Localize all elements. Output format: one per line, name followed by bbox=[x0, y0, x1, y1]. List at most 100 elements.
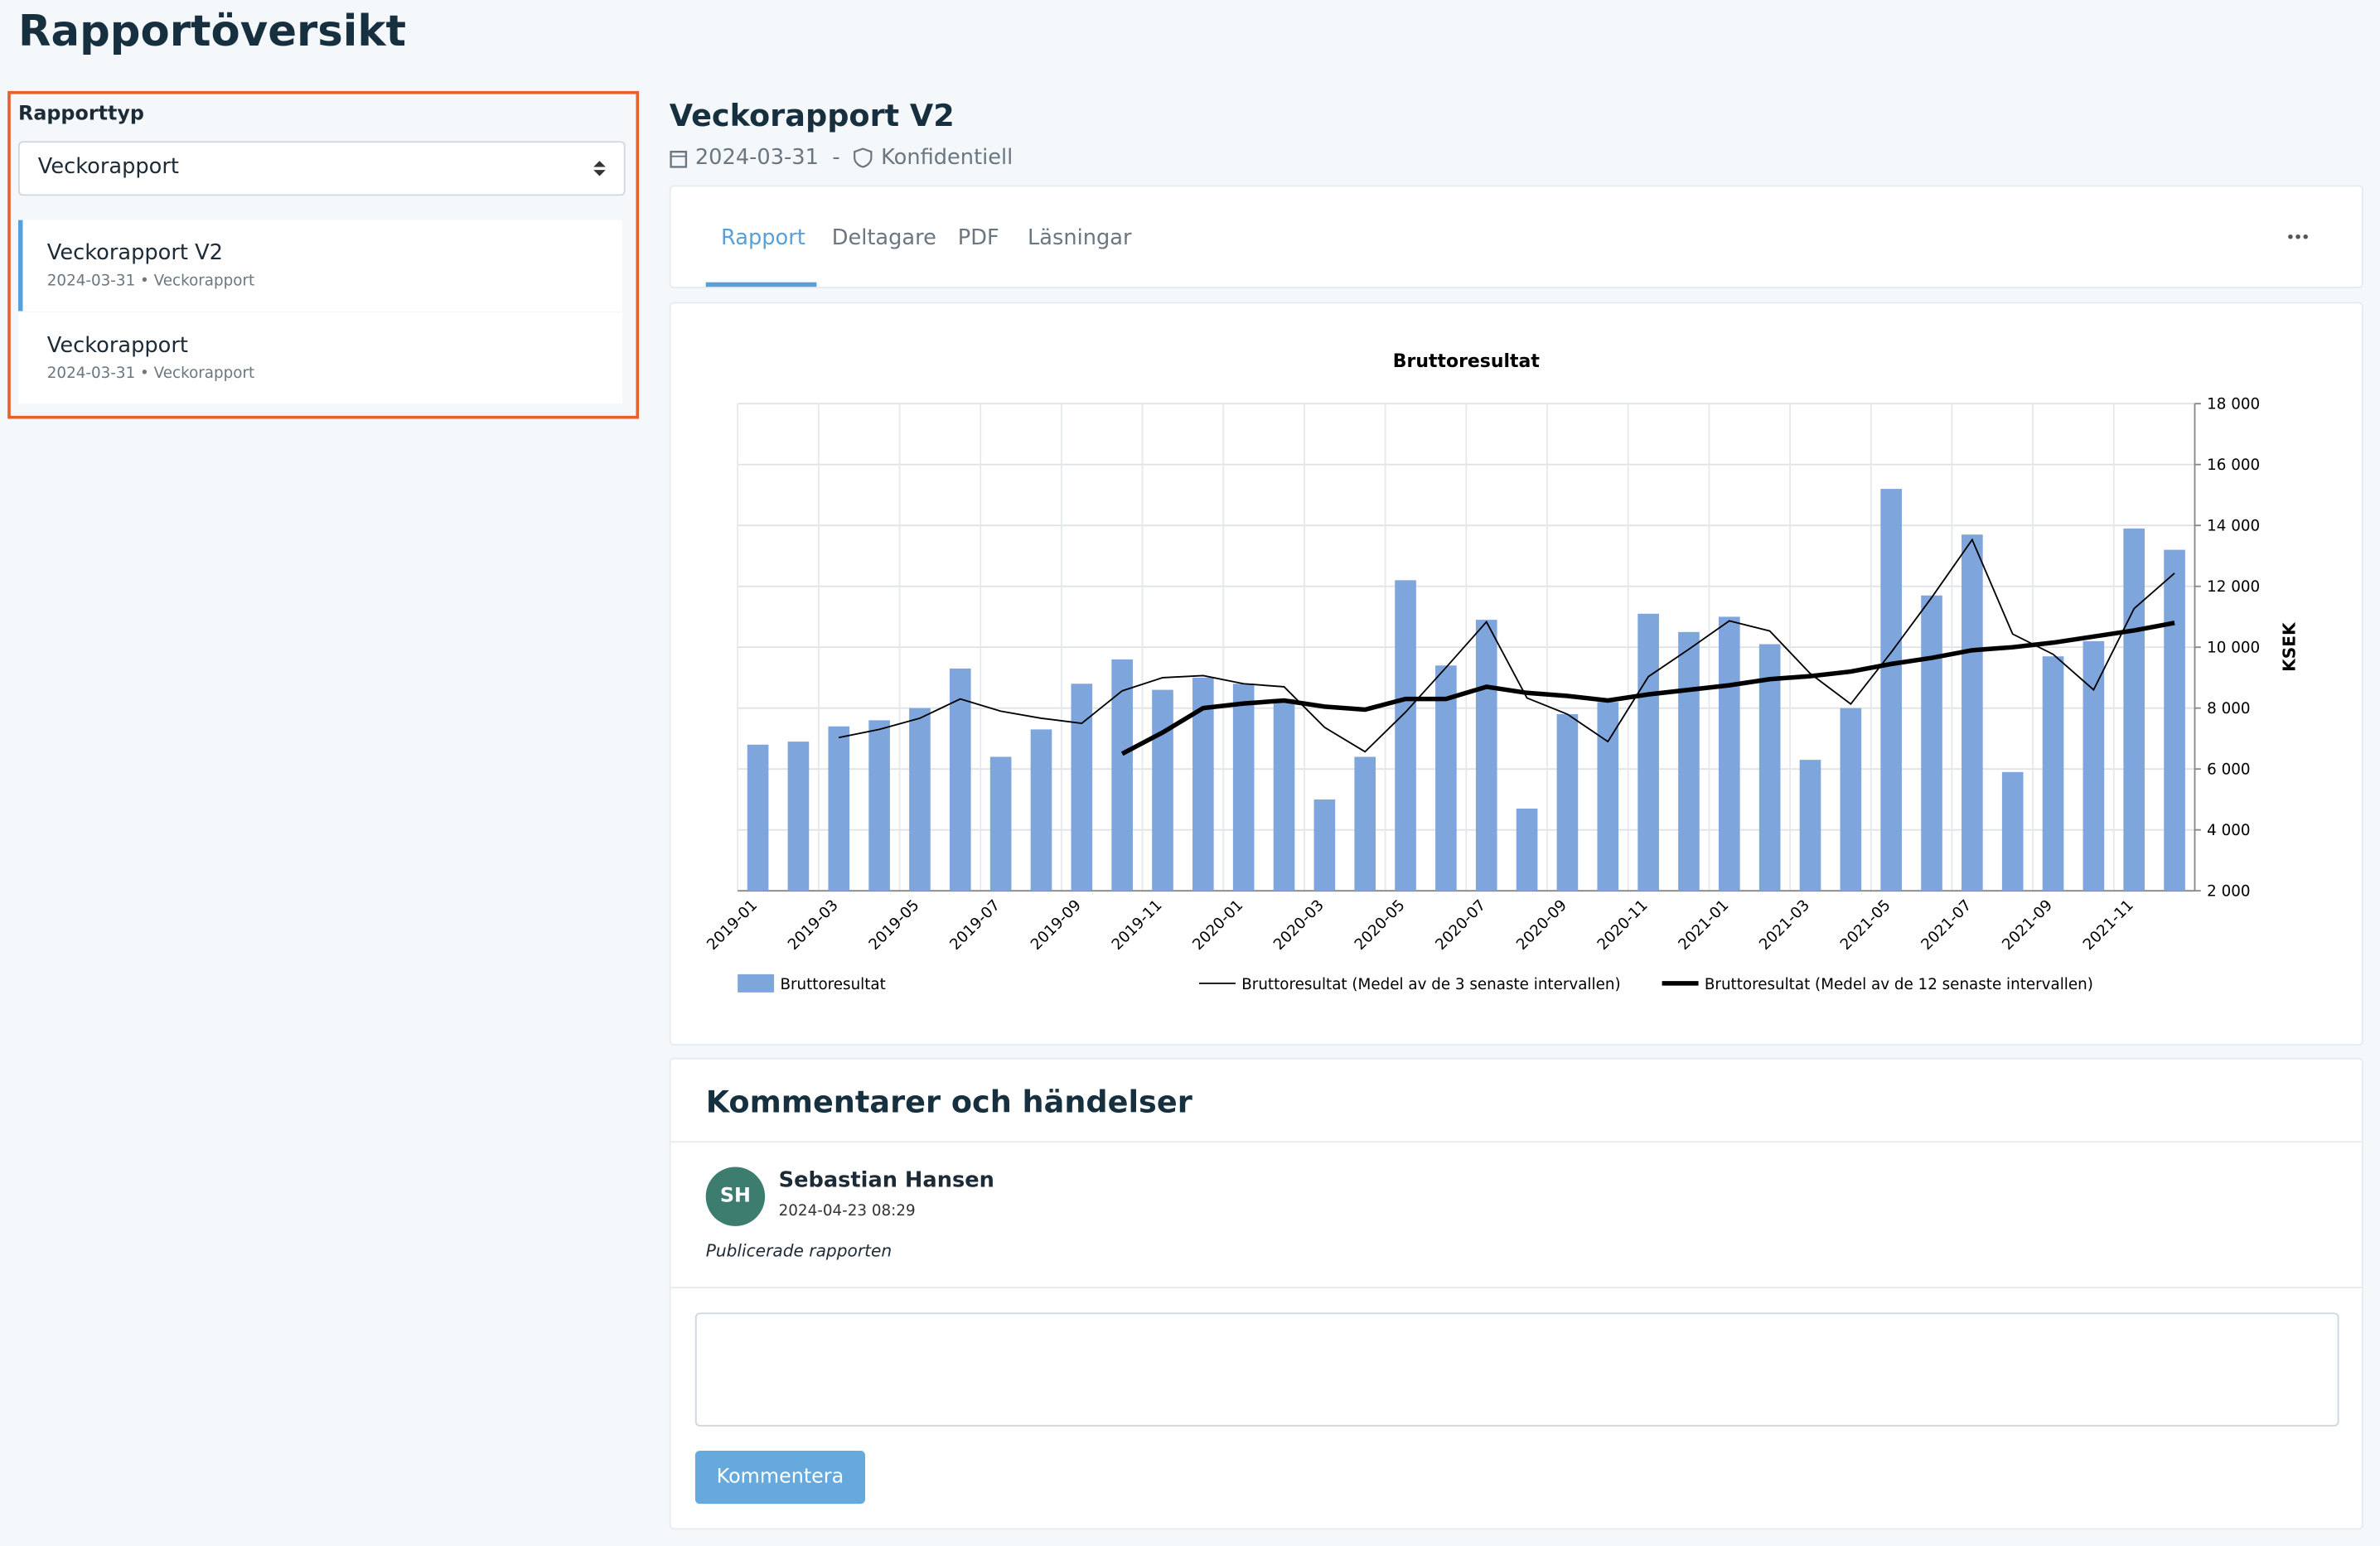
x-tick-label: 2019-11 bbox=[1109, 896, 1166, 954]
comments-title: Kommentarer och händelser bbox=[705, 1083, 1192, 1120]
y-tick-label: 14 000 bbox=[2207, 518, 2260, 535]
report-title: Veckorapport V2 bbox=[669, 97, 955, 134]
bar bbox=[1395, 580, 1416, 891]
bar bbox=[2001, 771, 2024, 891]
bar bbox=[1071, 684, 1093, 891]
legend-label: Bruttoresultat bbox=[780, 976, 885, 993]
bar bbox=[2164, 549, 2185, 891]
comment-author: Sebastian Hansen bbox=[778, 1168, 994, 1193]
bar bbox=[787, 742, 810, 891]
y-tick-label: 6 000 bbox=[2207, 761, 2250, 779]
x-tick-label: 2019-03 bbox=[785, 896, 842, 954]
bar bbox=[828, 726, 850, 891]
x-tick-label: 2021-09 bbox=[1999, 896, 2056, 954]
bar bbox=[1232, 684, 1255, 891]
report-type-select[interactable]: Veckorapport bbox=[17, 141, 626, 196]
divider bbox=[670, 1287, 2362, 1289]
bar bbox=[1030, 729, 1052, 891]
legend-label: Bruttoresultat (Medel av de 3 senaste in… bbox=[1241, 976, 1620, 993]
bar bbox=[1475, 620, 1497, 891]
report-item[interactable]: Veckorapport V2 2024-03-31 • Veckorappor… bbox=[17, 220, 622, 312]
x-tick-label: 2020-01 bbox=[1189, 896, 1246, 954]
bar bbox=[1313, 799, 1336, 891]
y-tick-label: 12 000 bbox=[2207, 578, 2260, 596]
line bbox=[839, 538, 2175, 753]
y-tick-label: 4 000 bbox=[2207, 822, 2250, 839]
comment-time: 2024-04-23 08:29 bbox=[778, 1203, 916, 1220]
comment-input[interactable] bbox=[694, 1312, 2339, 1427]
x-tick-label: 2019-09 bbox=[1028, 896, 1085, 954]
y-tick-label: 8 000 bbox=[2207, 700, 2250, 717]
tab[interactable]: Deltagare bbox=[831, 225, 936, 251]
select-arrows bbox=[593, 161, 606, 176]
x-tick-label: 2019-01 bbox=[704, 896, 761, 954]
bar bbox=[1597, 702, 1619, 891]
bar bbox=[989, 756, 1012, 891]
bar bbox=[949, 668, 971, 891]
bar bbox=[1435, 665, 1457, 891]
x-tick-label: 2020-07 bbox=[1432, 896, 1489, 954]
bar bbox=[1516, 808, 1538, 891]
bar bbox=[2123, 528, 2145, 891]
bar bbox=[1880, 489, 1902, 891]
bar bbox=[1152, 689, 1173, 891]
avatar: SH bbox=[705, 1167, 766, 1226]
report-badge: Konfidentiell bbox=[881, 145, 1013, 171]
chart-card: Bruttoresultat 2 000 4 000 6 000 8 000 10 000… bbox=[669, 302, 2363, 1046]
report-item[interactable]: Veckorapport 2024-03-31 • Veckorapport bbox=[17, 312, 622, 404]
x-tick-label: 2021-03 bbox=[1756, 896, 1813, 954]
report-date: 2024-03-31 bbox=[694, 145, 819, 171]
x-tick-label: 2021-01 bbox=[1675, 896, 1732, 954]
bar bbox=[909, 708, 931, 891]
x-tick-label: 2020-05 bbox=[1352, 896, 1409, 954]
bar bbox=[747, 744, 769, 891]
bar bbox=[1799, 760, 1821, 891]
calendar-icon bbox=[670, 150, 688, 167]
y-tick-label: 10 000 bbox=[2207, 640, 2260, 657]
x-tick-label: 2021-11 bbox=[2080, 896, 2137, 954]
tab[interactable]: Rapport bbox=[721, 225, 805, 251]
item-title: Veckorapport bbox=[46, 333, 188, 359]
bar bbox=[1962, 534, 1983, 891]
x-tick-label: 2021-05 bbox=[1837, 896, 1894, 954]
item-title: Veckorapport V2 bbox=[46, 241, 223, 266]
bar bbox=[2082, 640, 2105, 891]
chart-title: Bruttoresultat bbox=[1393, 351, 1540, 372]
y-tick-label: 16 000 bbox=[2207, 457, 2260, 474]
y-tick-label: 18 000 bbox=[2207, 396, 2260, 413]
shield-icon bbox=[854, 147, 873, 168]
separator: - bbox=[832, 145, 840, 171]
divider bbox=[670, 1141, 2362, 1143]
chart: Bruttoresultat 2 000 4 000 6 000 8 000 10 000… bbox=[704, 351, 2299, 993]
x-tick-label: 2020-11 bbox=[1594, 896, 1652, 954]
x-tick-label: 2020-03 bbox=[1270, 896, 1328, 954]
bar bbox=[1758, 644, 1781, 891]
more-menu[interactable] bbox=[2286, 232, 2310, 241]
page-title: Rapportöversikt bbox=[17, 6, 407, 56]
tab[interactable]: Läsningar bbox=[1027, 225, 1132, 251]
item-meta: 2024-03-31 • Veckorapport bbox=[46, 365, 255, 383]
legend-swatch bbox=[738, 973, 775, 993]
bar bbox=[1111, 659, 1133, 891]
bar bbox=[1354, 756, 1376, 891]
bar bbox=[1678, 631, 1700, 891]
bar bbox=[1718, 616, 1740, 891]
tab-underline bbox=[705, 282, 817, 287]
x-tick-label: 2020-09 bbox=[1513, 896, 1570, 954]
sidebar-panel: Rapporttyp Veckorapport Veckorapport V2 … bbox=[7, 90, 640, 419]
select-label: Rapporttyp bbox=[17, 103, 144, 127]
comments-card: Kommentarer och händelser SH Sebastian H… bbox=[669, 1057, 2363, 1530]
y-tick-label: 2 000 bbox=[2207, 883, 2250, 901]
x-tick-label: 2019-05 bbox=[866, 896, 923, 954]
tab-bar: Rapport Deltagare PDF Läsningar bbox=[669, 185, 2363, 289]
bar bbox=[1637, 613, 1659, 891]
x-tick-label: 2021-07 bbox=[1918, 896, 1975, 954]
x-tick-label: 2019-07 bbox=[946, 896, 1004, 954]
comment-button[interactable]: Kommentera bbox=[694, 1451, 866, 1505]
bar bbox=[1921, 595, 1942, 891]
bar bbox=[868, 720, 890, 891]
item-meta: 2024-03-31 • Veckorapport bbox=[46, 273, 255, 290]
tab[interactable]: PDF bbox=[957, 225, 999, 251]
